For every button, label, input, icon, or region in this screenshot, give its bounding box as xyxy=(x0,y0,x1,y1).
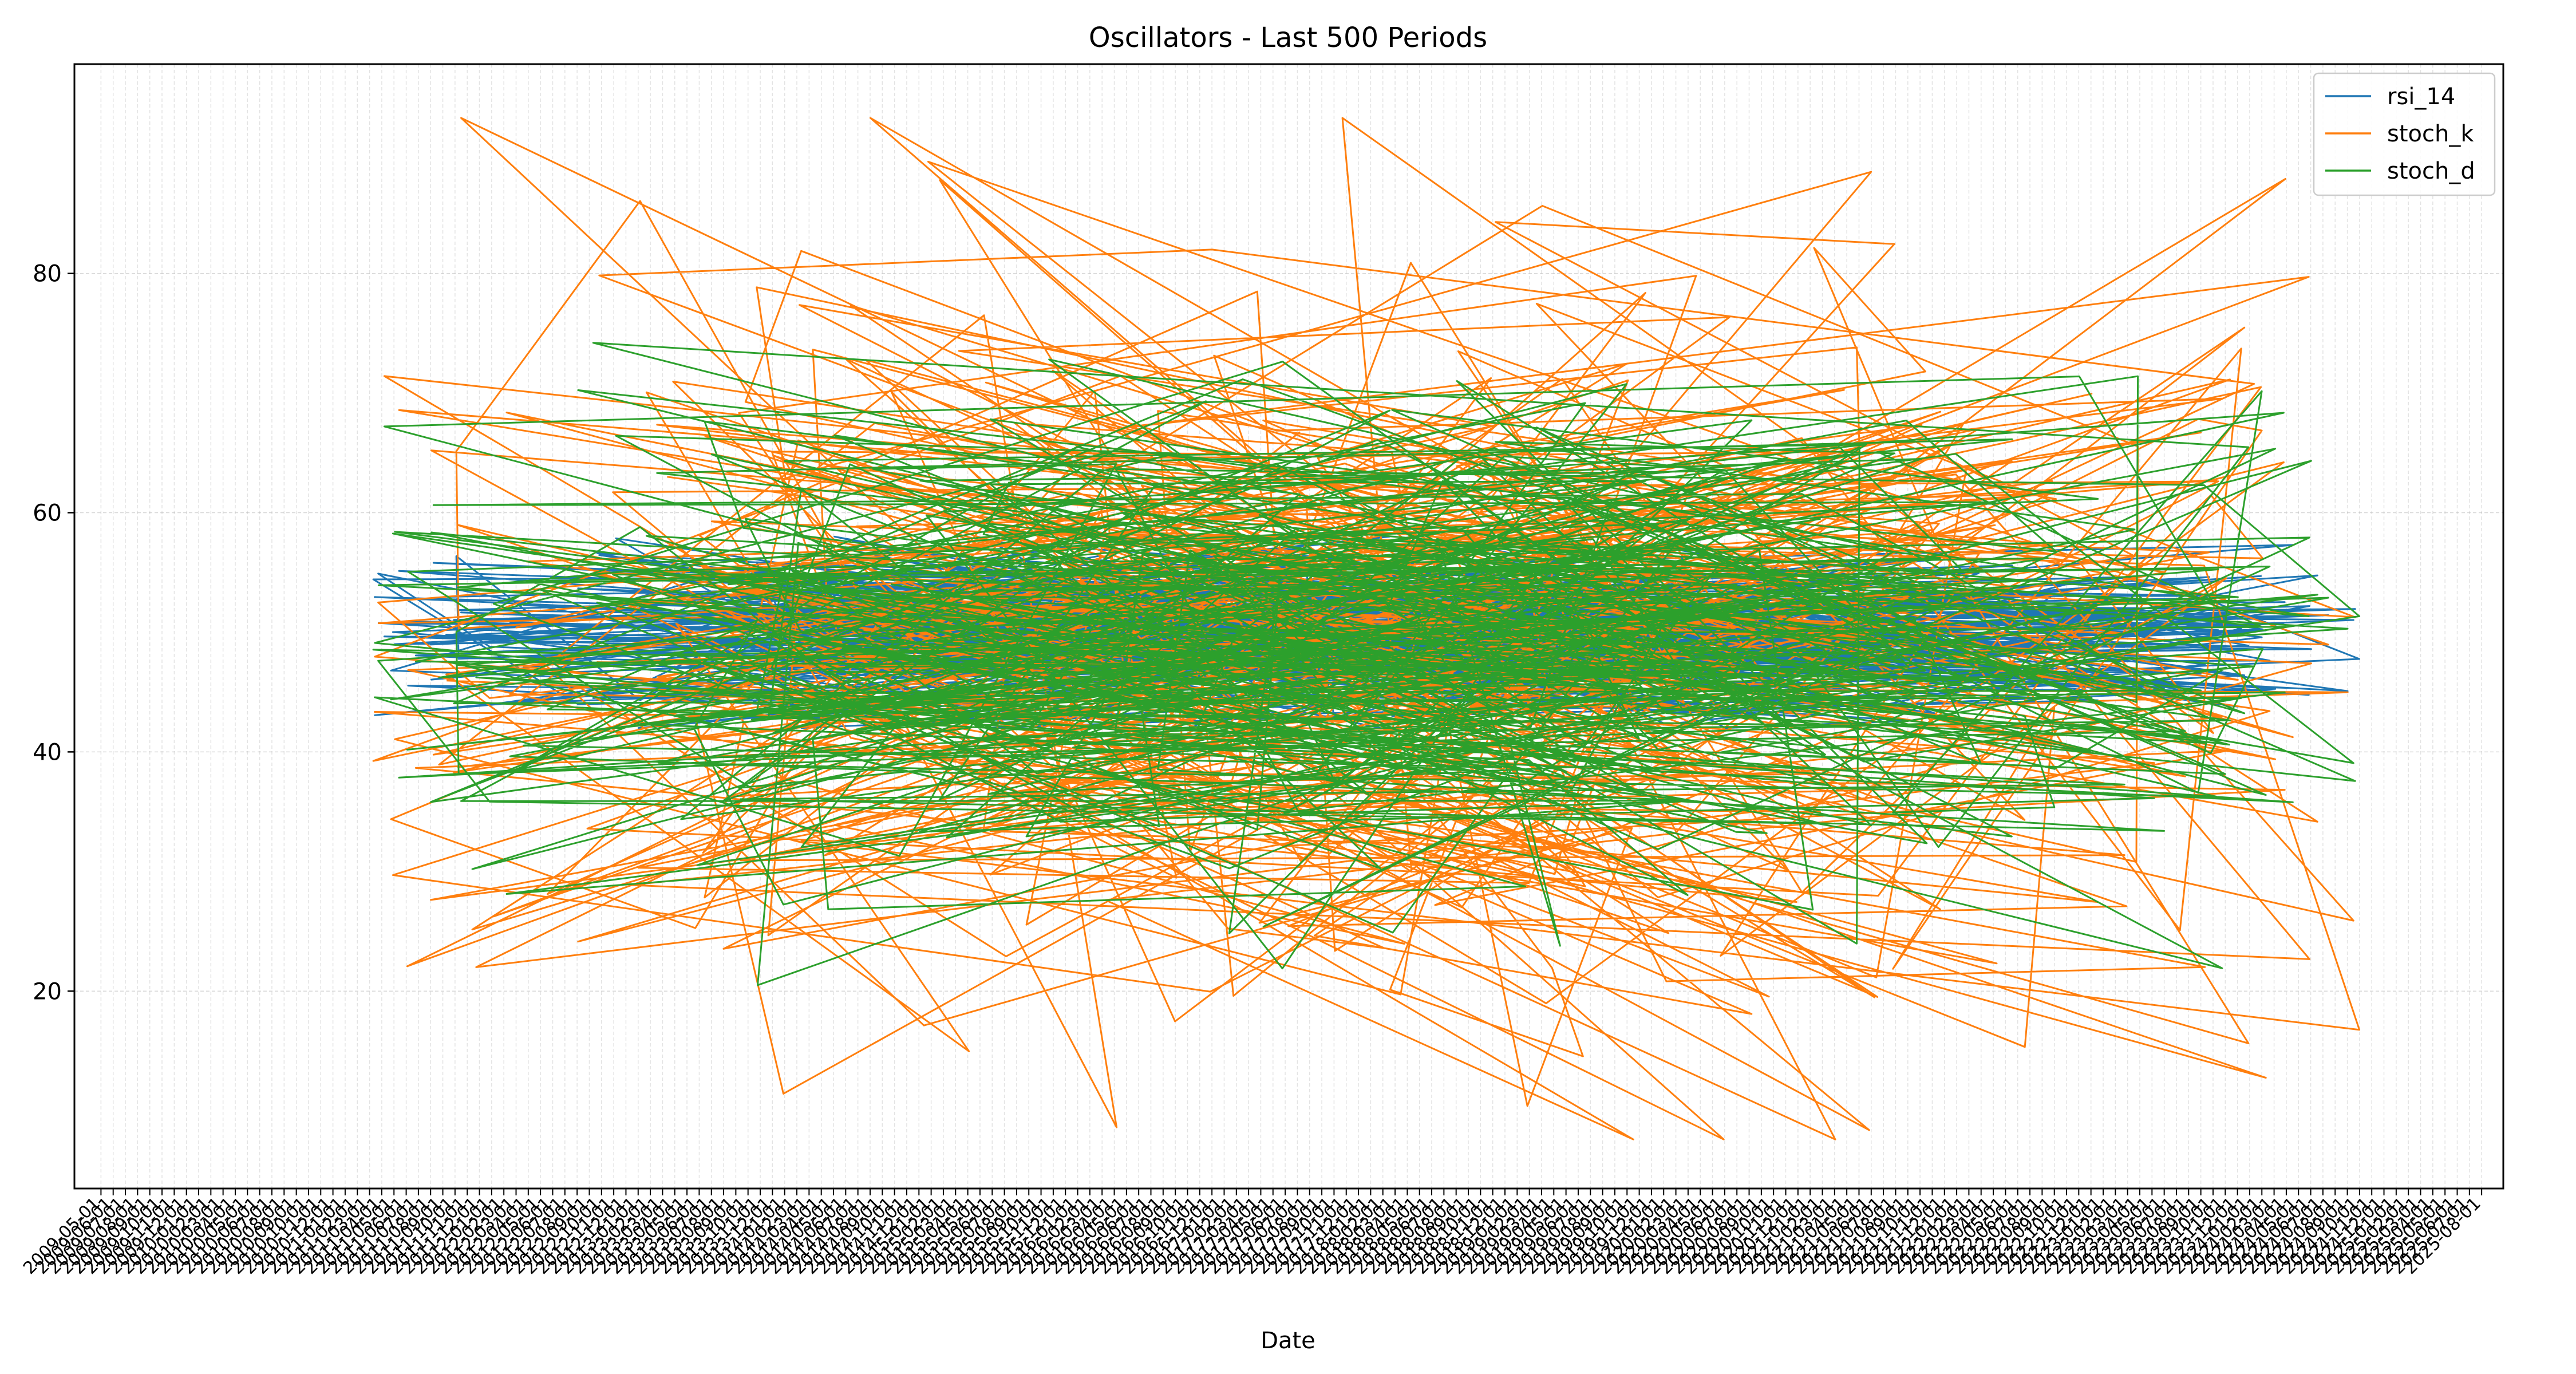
legend-label: rsi_14 xyxy=(2387,84,2455,110)
y-tick-label: 60 xyxy=(33,500,62,527)
legend-label: stoch_k xyxy=(2387,121,2474,147)
x-axis-label: Date xyxy=(1261,1328,1315,1354)
y-tick-label: 20 xyxy=(33,978,62,1005)
x-axis: 2009-05-012009-06-012009-07-012009-08-01… xyxy=(19,1189,2485,1278)
series-layer xyxy=(372,117,2361,1140)
plot-frame xyxy=(73,63,2504,1190)
y-tick-label: 80 xyxy=(33,261,62,287)
chart-title: Oscillators - Last 500 Periods xyxy=(1089,22,1487,54)
legend: rsi_14 stoch_k stoch_d xyxy=(2313,72,2496,196)
y-axis: 20 40 60 80 xyxy=(33,261,74,1005)
legend-box xyxy=(2313,72,2496,196)
y-tick-label: 40 xyxy=(33,739,62,765)
legend-label: stoch_d xyxy=(2387,158,2475,184)
series-line-stoch_d xyxy=(372,342,2361,986)
